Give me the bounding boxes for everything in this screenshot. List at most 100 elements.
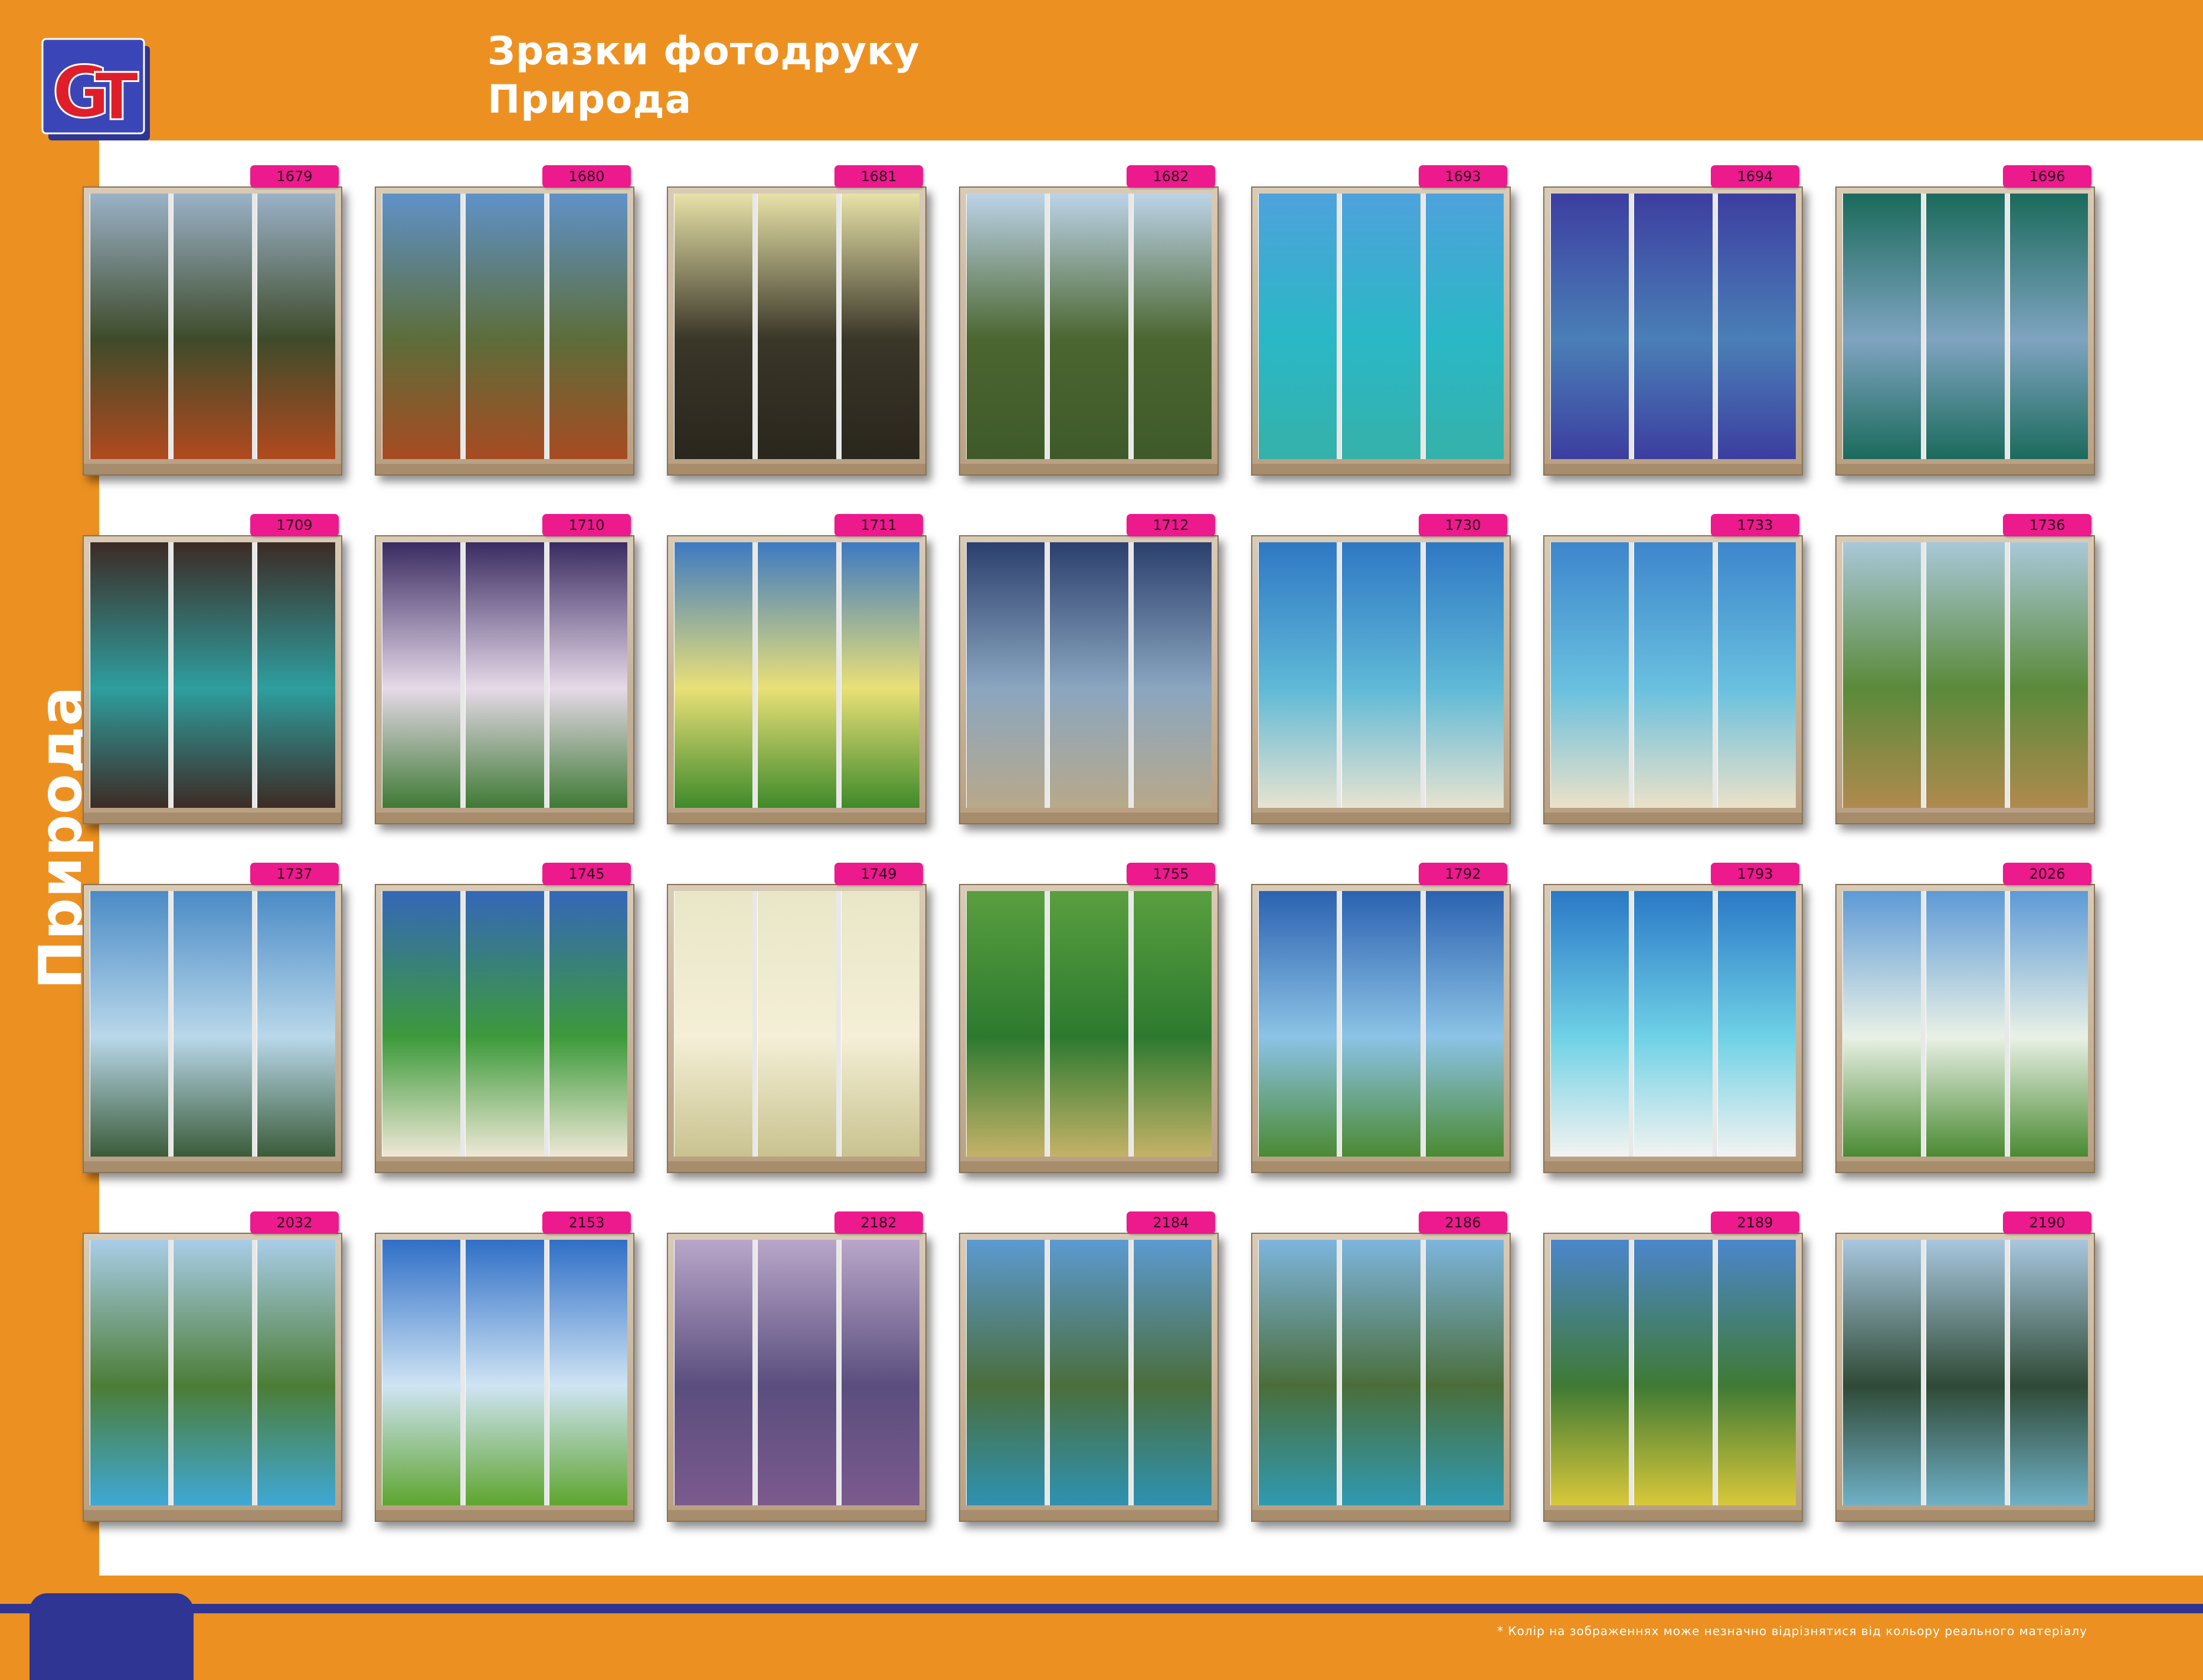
wardrobe-plinth [960, 464, 1217, 474]
door-panel [1132, 542, 1212, 808]
wardrobe-preview [83, 186, 342, 476]
sample-card[interactable]: 2184 [959, 1211, 1223, 1527]
sample-card[interactable]: 1749 [667, 863, 931, 1178]
wardrobe-plinth [376, 813, 633, 823]
wardrobe-plinth [84, 464, 341, 474]
wardrobe-preview [1835, 1233, 2095, 1522]
brand-logo: G T [40, 37, 158, 143]
wardrobe-preview [83, 535, 342, 824]
sample-card[interactable]: 1680 [375, 165, 639, 481]
wardrobe-plinth [1544, 1510, 1802, 1521]
door-panel [1717, 891, 1796, 1157]
door-panels [382, 1240, 627, 1505]
door-panel [382, 542, 461, 808]
sample-card[interactable]: 2186 [1251, 1211, 1515, 1527]
door-panel [966, 194, 1045, 459]
sample-card[interactable]: 2182 [667, 1211, 931, 1527]
sample-card[interactable]: 1730 [1251, 514, 1515, 830]
sample-card[interactable]: 1755 [959, 863, 1223, 1178]
door-panel [757, 194, 836, 459]
sample-card[interactable]: 2026 [1835, 863, 2100, 1178]
sample-card[interactable]: 1793 [1543, 863, 1808, 1178]
door-panel [465, 891, 544, 1157]
door-panel [757, 542, 836, 808]
wardrobe-preview [1543, 186, 1803, 476]
sample-code-badge: 1793 [1711, 863, 1799, 885]
sample-code-badge: 2032 [250, 1211, 339, 1234]
sample-card[interactable]: 1745 [375, 863, 639, 1178]
door-panels [966, 194, 1212, 459]
sample-code-badge: 1749 [834, 863, 923, 885]
door-panel [1926, 194, 2005, 459]
sample-code-badge: 2186 [1419, 1211, 1507, 1234]
wardrobe-preview [1543, 535, 1803, 824]
door-panel [1842, 542, 1922, 808]
door-panel [966, 891, 1045, 1157]
door-panel [1049, 891, 1128, 1157]
door-panels [1258, 542, 1504, 808]
wardrobe-plinth [84, 1510, 341, 1521]
wardrobe-plinth [1252, 813, 1510, 823]
wardrobe-plinth [1837, 1161, 2094, 1172]
door-panel [1550, 891, 1629, 1157]
wardrobe-preview [667, 535, 927, 824]
sample-card[interactable]: 1712 [959, 514, 1223, 830]
door-panel [1049, 542, 1128, 808]
sample-card[interactable]: 1696 [1835, 165, 2100, 481]
title-line-2: Природа [487, 77, 692, 122]
sample-card[interactable]: 1681 [667, 165, 931, 481]
door-panels [1550, 1240, 1796, 1505]
sample-card[interactable]: 1694 [1543, 165, 1808, 481]
door-panel [465, 194, 544, 459]
sample-card[interactable]: 1693 [1251, 165, 1515, 481]
door-panel [840, 891, 919, 1157]
door-panel [1258, 194, 1337, 459]
wardrobe-preview [1543, 1233, 1803, 1522]
sample-card[interactable]: 2032 [83, 1211, 347, 1527]
sample-code-badge: 1711 [834, 514, 923, 536]
door-panel [173, 542, 252, 808]
door-panels [674, 194, 919, 459]
door-panel [966, 1240, 1045, 1505]
door-panel [1717, 1240, 1796, 1505]
sample-card[interactable]: 2189 [1543, 1211, 1808, 1527]
header-band [0, 0, 2203, 140]
sample-card[interactable]: 1711 [667, 514, 931, 830]
sample-code-badge: 1730 [1419, 514, 1507, 536]
door-panel [2009, 1240, 2088, 1505]
sample-card[interactable]: 2190 [1835, 1211, 2100, 1527]
door-panel [1550, 542, 1629, 808]
door-panel [1842, 194, 1922, 459]
wardrobe-preview [1835, 186, 2095, 476]
sample-card[interactable]: 1792 [1251, 863, 1515, 1178]
sample-card[interactable]: 1736 [1835, 514, 2100, 830]
wardrobe-preview [1543, 884, 1803, 1173]
door-panel [548, 891, 627, 1157]
door-panel [674, 194, 753, 459]
svg-text:G: G [52, 52, 110, 134]
sample-card[interactable]: 2153 [375, 1211, 639, 1527]
door-panel [1842, 1240, 1922, 1505]
sample-card[interactable]: 1737 [83, 863, 347, 1178]
sample-card[interactable]: 1679 [83, 165, 347, 481]
door-panel [1926, 542, 2005, 808]
wardrobe-preview [83, 884, 342, 1173]
sample-card[interactable]: 1709 [83, 514, 347, 830]
door-panels [90, 1240, 335, 1505]
sample-code-badge: 1696 [2003, 165, 2091, 188]
door-panels [90, 194, 335, 459]
door-panels [382, 194, 627, 459]
sample-code-badge: 1682 [1127, 165, 1215, 188]
door-panel [1717, 542, 1796, 808]
door-panel [465, 1240, 544, 1505]
sample-code-badge: 1745 [542, 863, 631, 885]
door-panel [840, 542, 919, 808]
door-panel [1717, 194, 1796, 459]
sample-card[interactable]: 1710 [375, 514, 639, 830]
door-panel [966, 542, 1045, 808]
door-panel [548, 542, 627, 808]
sample-card[interactable]: 1733 [1543, 514, 1808, 830]
sample-card[interactable]: 1682 [959, 165, 1223, 481]
door-panel [840, 1240, 919, 1505]
sample-code-badge: 1733 [1711, 514, 1799, 536]
